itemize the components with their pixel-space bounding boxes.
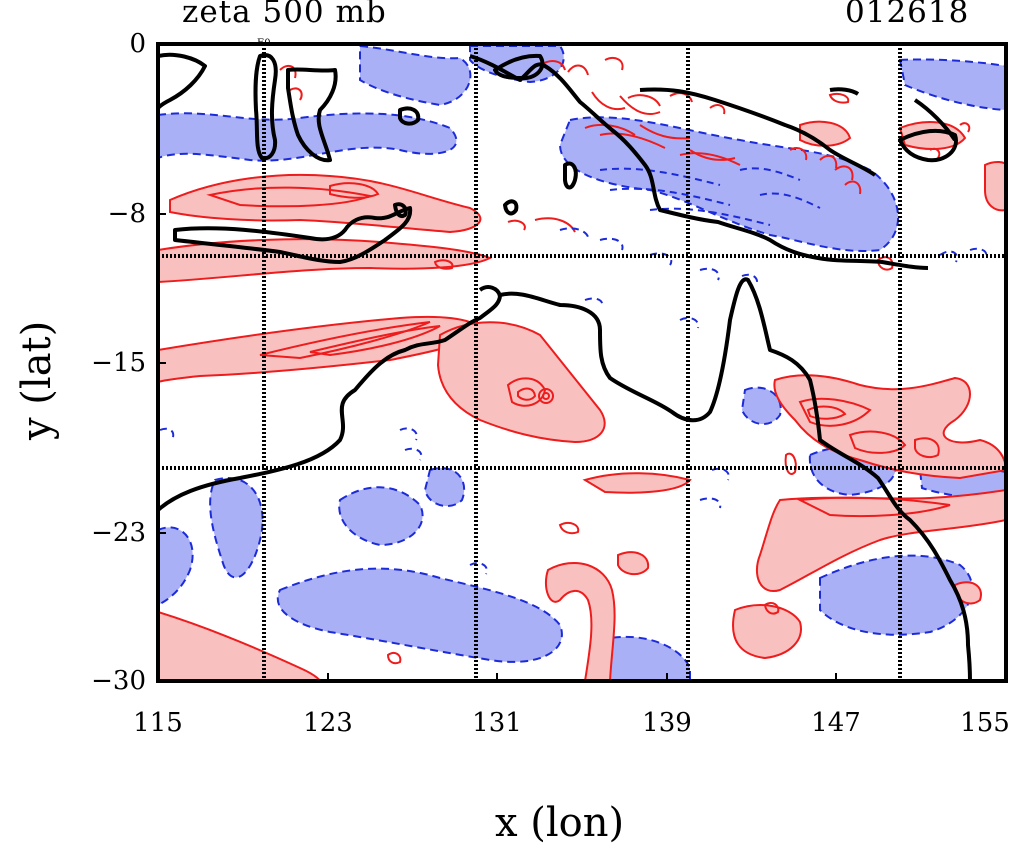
contour-line — [796, 496, 951, 518]
contour-line — [699, 467, 730, 509]
contour-line — [591, 91, 736, 161]
contour-line — [789, 147, 862, 195]
y-tick-label: −23 — [91, 518, 146, 548]
contour-line — [784, 452, 797, 475]
contour-line — [517, 387, 537, 401]
positive-area — [755, 488, 1006, 593]
x-tick-label: 131 — [472, 708, 522, 738]
coastline-island — [158, 52, 207, 110]
positive-area — [732, 604, 802, 660]
negative-area — [898, 58, 1006, 112]
y-axis-label: y (lat) — [14, 320, 60, 440]
contour-line — [699, 267, 758, 287]
contour-line — [584, 123, 741, 166]
negative-area — [423, 467, 466, 508]
contour-line — [876, 256, 894, 271]
coastline-island — [493, 53, 545, 81]
x-tick-label: 155 — [960, 708, 1010, 738]
coastline-island — [253, 53, 278, 161]
negative-vorticity-areas — [158, 44, 1006, 681]
map-title: zeta 500 mb — [182, 0, 387, 30]
positive-contour-lines — [206, 57, 971, 665]
positive-area — [773, 374, 1006, 480]
negative-area — [158, 112, 458, 162]
positive-area — [544, 561, 616, 681]
contour-line — [848, 430, 907, 454]
coastline-island — [393, 202, 408, 218]
positive-area — [984, 161, 1006, 212]
contour-line — [627, 92, 726, 115]
negative-area — [359, 44, 472, 107]
negative-area — [209, 477, 264, 579]
coastline-island — [829, 87, 860, 96]
contour-line — [259, 321, 431, 360]
contour-line — [433, 259, 454, 270]
contour-line — [507, 217, 576, 233]
contour-line — [159, 427, 175, 441]
negative-area — [740, 386, 782, 425]
coastline-island — [563, 161, 578, 190]
coastline-island — [478, 285, 502, 297]
positive-area — [158, 610, 322, 681]
x-tick-label: 147 — [811, 708, 861, 738]
contour-line — [538, 388, 554, 404]
contour-line — [939, 247, 988, 263]
axis-ticks — [157, 43, 1007, 682]
contour-line — [828, 92, 850, 104]
x-tick-label: 115 — [133, 708, 183, 738]
contour-line — [399, 427, 423, 461]
negative-area — [819, 554, 974, 636]
contour-line — [763, 602, 780, 615]
contour-line — [739, 167, 821, 209]
coastline-island — [286, 67, 338, 163]
positive-area — [436, 321, 606, 444]
coastline-island — [913, 98, 957, 142]
contour-line — [329, 182, 380, 199]
contour-line — [469, 562, 488, 575]
coastlines — [158, 52, 972, 681]
positive-area — [169, 173, 482, 234]
y-tick-label: −30 — [91, 666, 146, 696]
contour-line — [559, 227, 673, 266]
coastline-australia-north — [158, 277, 972, 681]
coastline-new-guinea-north — [639, 87, 877, 177]
positive-area — [617, 551, 650, 576]
y-tick-label: 0 — [129, 29, 146, 59]
coastline-island — [898, 128, 958, 163]
y-tick-label: −8 — [107, 199, 146, 229]
contour-line — [929, 122, 971, 159]
negative-area — [338, 486, 424, 547]
x-axis-label: x (lon) — [495, 800, 625, 846]
contour-line — [309, 325, 441, 357]
contour-line — [558, 522, 580, 535]
negative-area — [277, 567, 563, 663]
lat-lon-grid — [158, 44, 1006, 681]
contour-line — [584, 297, 700, 329]
contour-line — [798, 397, 872, 427]
y-tick-label: −15 — [91, 348, 146, 378]
coastline-island — [398, 106, 421, 126]
vorticity-field — [158, 44, 1006, 681]
map-timestamp: 012618 — [845, 0, 970, 30]
contour-line — [279, 64, 303, 101]
x-tick-label: 139 — [642, 708, 692, 738]
negative-area — [158, 526, 194, 607]
x-tick-label: 123 — [303, 708, 353, 738]
coastline-island — [173, 206, 413, 264]
contour-line — [542, 392, 550, 400]
contour-line — [386, 652, 402, 665]
contour-line — [914, 437, 940, 458]
coastline-island — [503, 199, 519, 216]
positive-area — [582, 472, 692, 494]
